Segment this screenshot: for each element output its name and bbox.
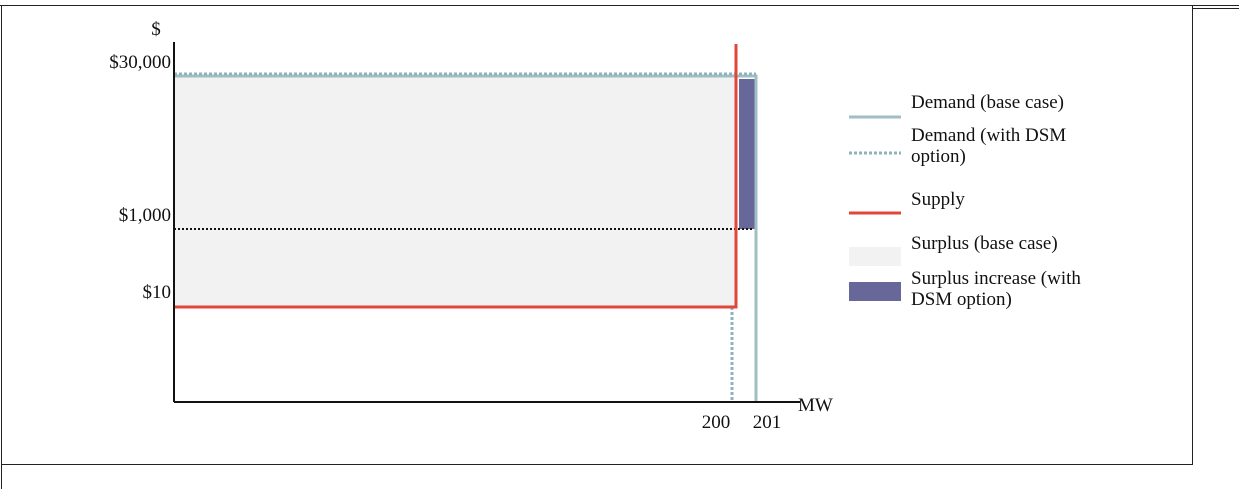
- legend-label-surplus-base-line-1: Surplus (base case): [911, 233, 1058, 254]
- demand-base-curve: [174, 74, 758, 402]
- x-tick-label-201: 201: [753, 412, 782, 433]
- legend-swatch-surplus-increase: [849, 282, 901, 301]
- y-tick-label-30000: $30,000: [109, 52, 171, 73]
- legend-label-demand-dsm-line-1: Demand (with DSM: [911, 125, 1066, 146]
- y-axis-label: $: [151, 19, 161, 40]
- x-tick-label-200: 200: [702, 412, 731, 433]
- legend-swatch-surplus-base: [849, 247, 901, 266]
- y-tick-label-1000: $1,000: [119, 205, 171, 226]
- legend-label-demand-base-line-1: Demand (base case): [911, 92, 1064, 113]
- legend-label-supply-line-1: Supply: [911, 189, 965, 210]
- supply-curve: [174, 44, 738, 309]
- legend-label-demand-dsm-line-2: option): [911, 146, 966, 167]
- surplus-increase-area: [739, 79, 755, 229]
- legend: Demand (base case) Demand (with DSMoption…: [849, 92, 1081, 310]
- y-tick-label-10: $10: [143, 282, 172, 303]
- legend-label-surplus-increase-line-1: Surplus increase (with: [911, 268, 1081, 289]
- x-axis-label: MW: [798, 395, 833, 416]
- surplus-base-area: [174, 76, 737, 307]
- legend-label-surplus-increase-line-2: DSM option): [911, 289, 1012, 310]
